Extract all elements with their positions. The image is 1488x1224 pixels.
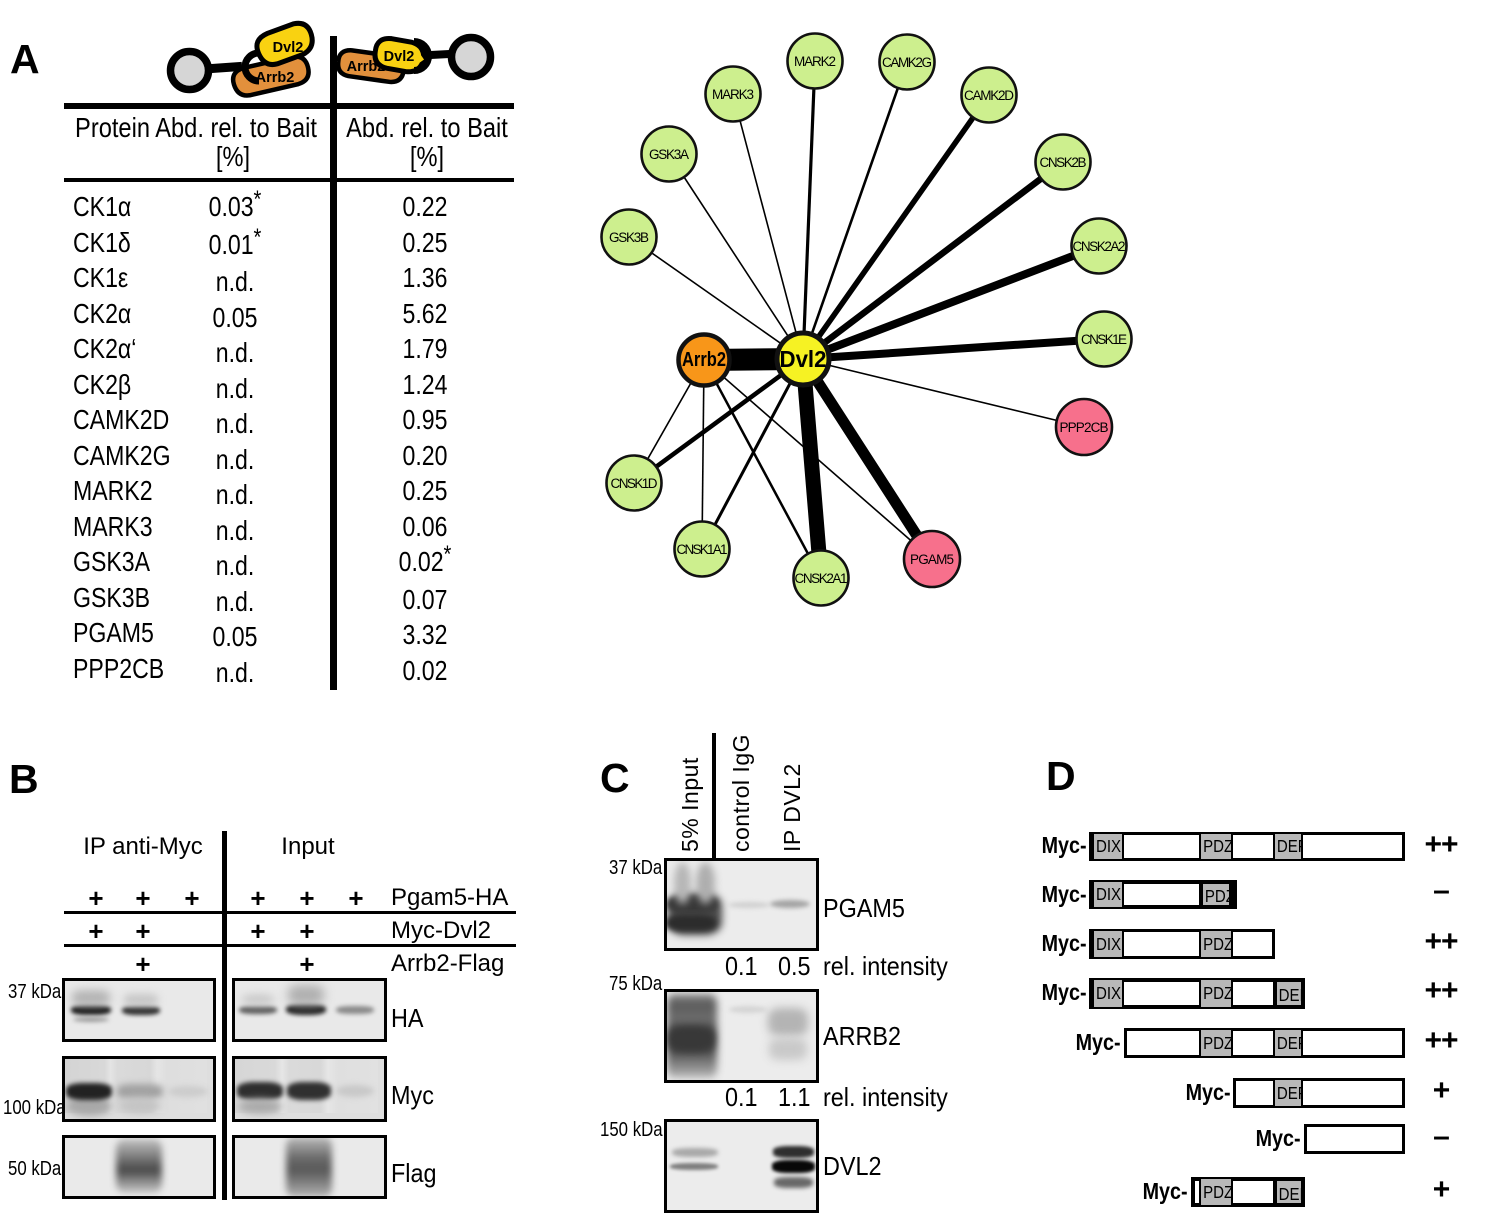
svg-text:GSK3A: GSK3A	[649, 147, 689, 162]
svg-text:CNSK1A1: CNSK1A1	[677, 542, 728, 557]
svg-text:CNSK2A1: CNSK2A1	[795, 571, 848, 586]
svg-text:Arrb2: Arrb2	[256, 70, 295, 86]
svg-text:CNSK2A2: CNSK2A2	[1073, 239, 1126, 254]
svg-text:Dvl2: Dvl2	[780, 346, 827, 372]
svg-text:Arrb2: Arrb2	[682, 349, 726, 371]
svg-text:PGAM5: PGAM5	[910, 552, 954, 567]
svg-text:CNSK1D: CNSK1D	[611, 476, 658, 491]
svg-text:MARK3: MARK3	[712, 87, 754, 102]
svg-text:Dvl2: Dvl2	[384, 49, 415, 65]
svg-text:CAMK2D: CAMK2D	[964, 88, 1014, 103]
svg-text:PPP2CB: PPP2CB	[1060, 420, 1109, 435]
svg-text:Dvl2: Dvl2	[273, 40, 304, 56]
svg-text:MARK2: MARK2	[794, 54, 836, 69]
svg-text:GSK3B: GSK3B	[609, 230, 649, 245]
svg-text:CAMK2G: CAMK2G	[882, 55, 932, 70]
svg-text:CNSK1E: CNSK1E	[1081, 332, 1127, 347]
svg-text:CNSK2B: CNSK2B	[1040, 155, 1087, 170]
